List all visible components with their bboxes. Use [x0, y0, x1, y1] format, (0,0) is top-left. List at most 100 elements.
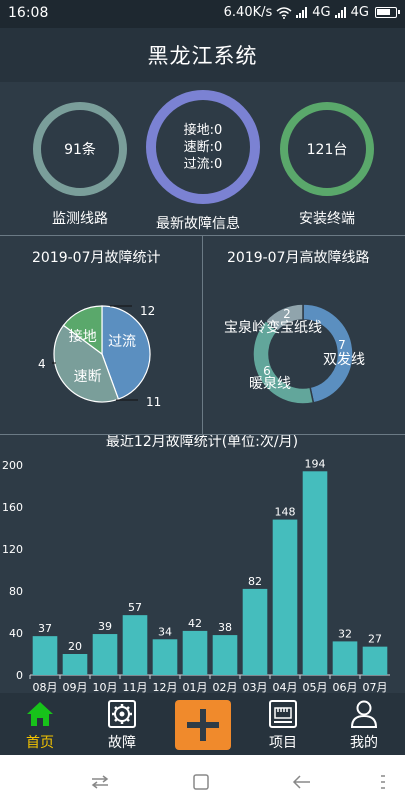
signal-icon: [296, 7, 308, 18]
donut-value-label: 6: [263, 364, 271, 378]
y-tick-label: 200: [2, 459, 23, 472]
bar-value-label: 39: [98, 620, 112, 633]
bar[interactable]: [152, 639, 178, 675]
x-tick-label: 10月: [93, 681, 118, 693]
x-tick-label: 02月: [213, 681, 238, 693]
installed-terminals-ring[interactable]: 121台: [280, 102, 374, 196]
network-type-1: 4G: [312, 5, 331, 20]
donut-slice-label: 暖泉线: [249, 375, 291, 392]
bar[interactable]: [332, 641, 358, 675]
pie-value-label: 12: [140, 304, 155, 318]
bar-value-label: 20: [68, 640, 82, 653]
installed-terminals-value: 121台: [306, 142, 348, 158]
latest-fault-ring[interactable]: 接地:0 速断:0 过流:0: [146, 90, 260, 204]
wifi-icon: [276, 6, 292, 19]
network-type-2: 4G: [350, 5, 369, 20]
bar-value-label: 27: [368, 633, 382, 646]
bar-value-label: 148: [275, 506, 296, 519]
x-tick-label: 03月: [243, 681, 268, 693]
gear-icon: [108, 700, 136, 728]
latest-fault-caption: 最新故障信息: [156, 216, 240, 232]
monthly-fault-bar-chart[interactable]: 最近12月故障统计(单位:次/月) 0 40 80 120 160 200 37 08月 20 09…: [0, 435, 405, 693]
bar-value-label: 32: [338, 627, 352, 640]
x-tick-label: 09月: [63, 681, 88, 693]
system-nav-bar: [0, 755, 405, 810]
status-time: 16:08: [8, 5, 49, 21]
x-tick-label: 05月: [303, 681, 328, 693]
nav-fault[interactable]: 故障: [92, 693, 152, 755]
monitored-lines-caption: 监测线路: [52, 211, 108, 227]
x-tick-label: 04月: [273, 681, 298, 693]
divider: [0, 235, 405, 236]
high-fault-lines-title: 2019-07月高故障线路: [227, 250, 370, 266]
user-icon: [350, 700, 378, 728]
x-tick-label: 12月: [153, 681, 178, 693]
donut-value-label: 2: [283, 307, 291, 321]
bar-value-label: 34: [158, 625, 172, 638]
nav-home-label: 首页: [26, 735, 54, 751]
pie-value-label: 4: [38, 357, 46, 371]
fault-stats-title: 2019-07月故障统计: [32, 250, 161, 266]
nav-mine[interactable]: 我的: [334, 693, 394, 755]
bar-value-label: 57: [128, 601, 142, 614]
nav-project[interactable]: 项目: [253, 693, 313, 755]
fault-overcurrent: 过流:0: [183, 156, 223, 172]
pie-slice-label: 速断: [74, 369, 102, 385]
bar-value-label: 82: [248, 575, 262, 588]
switch-icon[interactable]: [90, 775, 110, 789]
bar[interactable]: [32, 636, 58, 675]
pie-slice[interactable]: [62, 305, 103, 356]
bar[interactable]: [62, 654, 88, 675]
fault-grounding: 接地:0: [183, 122, 223, 138]
add-button[interactable]: [175, 700, 231, 750]
home-square-icon[interactable]: [193, 774, 209, 790]
y-tick-label: 80: [9, 585, 23, 598]
bar[interactable]: [272, 519, 298, 675]
menu-icon[interactable]: [380, 774, 386, 790]
nav-mine-label: 我的: [350, 735, 378, 751]
divider-vertical: [202, 236, 203, 434]
divider: [0, 434, 405, 435]
pie-slice[interactable]: [53, 324, 120, 403]
nav-project-label: 项目: [269, 735, 297, 751]
signal-icon-2: [334, 7, 346, 18]
bar[interactable]: [122, 615, 148, 675]
y-tick-label: 40: [9, 627, 23, 640]
monitored-lines-ring[interactable]: 91条: [33, 102, 127, 196]
x-tick-label: 07月: [363, 681, 388, 693]
donut-value-label: 7: [338, 338, 346, 352]
pie-slice[interactable]: [101, 305, 151, 400]
nav-home[interactable]: 首页: [10, 693, 70, 755]
back-icon[interactable]: [292, 774, 312, 790]
x-tick-label: 06月: [333, 681, 358, 693]
x-tick-label: 11月: [123, 681, 148, 693]
bar-value-label: 194: [305, 457, 326, 470]
project-icon: [269, 700, 297, 728]
title-bar: 黑龙江系统: [0, 28, 405, 82]
bar[interactable]: [242, 588, 268, 675]
bar[interactable]: [302, 471, 328, 675]
fault-stats-pie-chart[interactable]: 过流 12 速断 11 接地 4: [0, 270, 202, 434]
bar[interactable]: [362, 646, 388, 675]
network-speed: 6.40K/s: [223, 5, 273, 20]
page-title: 黑龙江系统: [147, 44, 258, 68]
installed-terminals-caption: 安装终端: [299, 211, 355, 227]
donut-slice-label: 双发线: [323, 352, 365, 368]
fault-quickbreak: 速断:0: [183, 139, 223, 155]
bar-value-label: 37: [38, 622, 52, 635]
bar-value-label: 38: [218, 621, 232, 634]
bar[interactable]: [92, 634, 118, 675]
pie-slice-label: 接地: [69, 328, 97, 345]
pie-value-label: 11: [146, 395, 161, 409]
x-tick-label: 08月: [33, 681, 58, 693]
monitored-lines-value: 91条: [64, 142, 96, 158]
y-tick-label: 120: [2, 543, 23, 556]
y-tick-label: 160: [2, 501, 23, 514]
status-bar: 16:08 6.40K/s 4G 4G: [0, 0, 405, 28]
nav-fault-label: 故障: [108, 735, 136, 751]
pie-slice-label: 过流: [108, 334, 136, 350]
bar[interactable]: [212, 635, 238, 675]
bar[interactable]: [182, 630, 208, 675]
donut-slice[interactable]: [264, 303, 304, 333]
